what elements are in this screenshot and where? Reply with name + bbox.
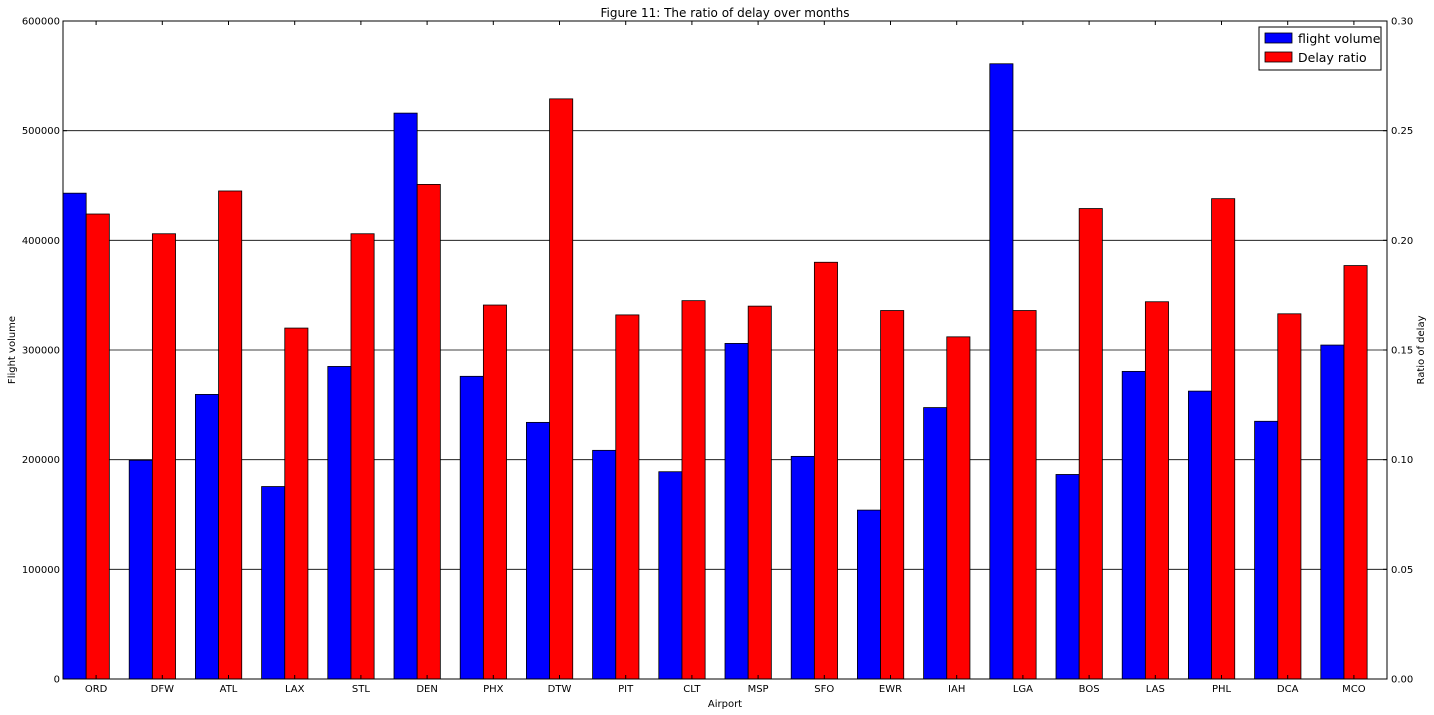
flight-volume-bar	[526, 421, 550, 680]
flight-volume-bar	[194, 394, 219, 680]
delay-ratio-bar	[813, 261, 838, 680]
legend-label-flight-volume: flight volume	[1298, 31, 1381, 46]
delay-ratio-bar	[1277, 313, 1302, 680]
plot-frame	[62, 20, 1388, 680]
y-axis-left-label: Flight volume	[7, 316, 18, 384]
x-tick-label: IAH	[948, 684, 965, 695]
x-tick-label: MSP	[748, 684, 769, 695]
flight-volume-bar	[1121, 370, 1146, 680]
delay-ratio-bar	[747, 305, 772, 680]
x-axis-label: Airport	[708, 699, 742, 710]
y-right-tick-label: 0.30	[1391, 17, 1413, 28]
y-right-tick-label: 0.25	[1391, 126, 1413, 137]
flight-volume-bar	[327, 366, 352, 680]
legend-swatch-delay-ratio	[1264, 51, 1293, 63]
flight-volume-bar	[592, 449, 617, 680]
x-tick-label: DTW	[548, 684, 572, 695]
x-tick-label: LAS	[1146, 684, 1165, 695]
flight-volume-bar	[989, 63, 1014, 680]
legend-label-delay-ratio: Delay ratio	[1298, 50, 1367, 65]
x-tick-label: PHL	[1212, 684, 1232, 695]
delay-ratio-bar	[615, 314, 640, 680]
flight-volume-bar	[393, 112, 418, 680]
x-tick-label: MCO	[1342, 684, 1366, 695]
delay-ratio-bar	[284, 327, 309, 680]
flight-volume-bar	[923, 407, 948, 680]
y-left-tick-label: 200000	[22, 455, 60, 466]
delay-ratio-bar	[350, 233, 375, 680]
x-tick-label: DFW	[151, 684, 174, 695]
x-tick-label: ORD	[85, 684, 108, 695]
plot-area: 0 0.00 100000 0.05 200000 0.10 300000 0.15 40000…	[22, 17, 1413, 696]
delay-ratio-bar	[1343, 265, 1368, 680]
delay-ratio-bar	[549, 98, 574, 680]
flight-volume-bar	[62, 192, 87, 680]
x-tick-label: DCA	[1277, 684, 1299, 695]
chart-title: Figure 11: The ratio of delay over month…	[601, 6, 850, 20]
flight-volume-bar	[261, 486, 286, 680]
delay-ratio-bar	[1211, 198, 1236, 680]
x-tick-label: STL	[352, 684, 370, 695]
x-tick-label: EWR	[879, 684, 902, 695]
delay-ratio-bar	[1012, 310, 1037, 680]
delay-ratio-bar	[416, 184, 441, 680]
delay-ratio-bar	[151, 233, 176, 680]
delay-ratio-bar	[1144, 301, 1169, 680]
x-tick-label: CLT	[683, 684, 701, 695]
x-tick-label: PHX	[483, 684, 504, 695]
delay-ratio-bar	[681, 300, 706, 680]
delay-ratio-bar	[1078, 208, 1103, 680]
x-tick-label: ATL	[220, 684, 238, 695]
x-tick-label: LGA	[1013, 684, 1033, 695]
legend-swatch-flight-volume	[1264, 32, 1293, 44]
flight-volume-bar	[724, 343, 749, 680]
x-tick-label: DEN	[416, 684, 438, 695]
y-axis-right-label: Ratio of delay	[1416, 315, 1427, 384]
flight-volume-bar	[857, 509, 881, 680]
delay-ratio-bar	[218, 190, 243, 680]
flight-volume-bar	[128, 459, 153, 680]
x-tick-label: BOS	[1079, 684, 1100, 695]
flight-volume-bar	[459, 375, 484, 680]
y-left-tick-label: 400000	[22, 236, 60, 247]
flight-volume-bar	[1320, 344, 1345, 680]
y-left-tick-label: 0	[54, 675, 60, 686]
y-left-tick-label: 300000	[22, 346, 60, 357]
x-tick-label: PIT	[618, 684, 634, 695]
y-right-tick-label: 0.15	[1391, 346, 1413, 357]
y-right-tick-label: 0.20	[1391, 236, 1413, 247]
y-left-tick-label: 600000	[22, 17, 60, 28]
delay-ratio-bar	[85, 213, 110, 680]
delay-ratio-bar	[880, 310, 905, 680]
x-tick-label: SFO	[814, 684, 834, 695]
y-right-tick-label: 0.00	[1391, 675, 1413, 686]
flight-volume-bar	[1055, 474, 1080, 680]
flight-volume-bar	[790, 455, 815, 680]
x-tick-label: LAX	[285, 684, 305, 695]
y-right-tick-label: 0.05	[1391, 565, 1413, 576]
flight-volume-bar	[658, 471, 683, 680]
y-right-tick-label: 0.10	[1391, 455, 1413, 466]
y-left-tick-label: 100000	[22, 565, 60, 576]
flight-volume-bar	[1188, 390, 1212, 680]
delay-ratio-bar	[946, 336, 971, 680]
y-left-tick-label: 500000	[22, 126, 60, 137]
flight-volume-bar	[1254, 420, 1279, 680]
delay-ratio-bar	[482, 304, 507, 680]
